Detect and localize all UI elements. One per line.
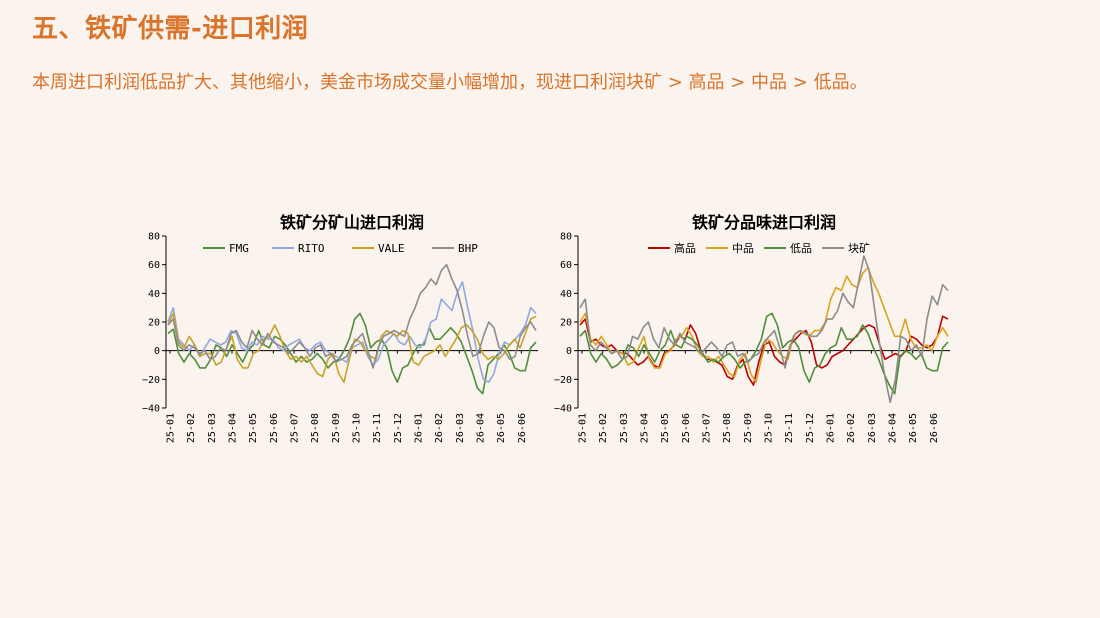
y-tick-label: 80: [560, 232, 572, 243]
x-tick-label: 25-07: [290, 413, 301, 443]
x-tick-label: 25-06: [269, 413, 280, 443]
x-tick-label: 26-06: [929, 413, 940, 443]
series-line-BHP: [167, 263, 537, 369]
series-line-FMG: [167, 312, 537, 395]
x-tick-label: 26-05: [496, 413, 507, 443]
x-tick-label: 25-09: [331, 413, 342, 443]
x-tick-label: 26-03: [867, 413, 878, 443]
y-tick-label: 80: [148, 232, 160, 243]
x-tick-label: 26-04: [888, 413, 899, 443]
legend-item: FMG: [203, 242, 249, 255]
x-tick-label: 25-01: [578, 413, 589, 443]
y-tick-label: 60: [560, 260, 572, 271]
x-tick-label: 25-05: [660, 413, 671, 443]
legend-item: 中品: [706, 242, 754, 255]
legend-label: BHP: [458, 242, 478, 255]
legend-item: 高品: [648, 241, 696, 255]
y-tick-label: −20: [554, 375, 572, 386]
y-tick-label: 20: [560, 318, 572, 329]
x-tick-label: 25-12: [393, 413, 404, 443]
legend-item: BHP: [432, 242, 478, 255]
y-tick-label: 0: [154, 346, 160, 357]
x-tick-label: 25-03: [207, 413, 218, 443]
y-tick-label: 40: [148, 289, 160, 300]
x-tick-label: 25-11: [784, 413, 795, 443]
x-tick-label: 25-09: [743, 413, 754, 443]
x-tick-label: 26-02: [846, 413, 857, 443]
legend-label: 高品: [674, 241, 696, 255]
chart-title: 铁矿分品味进口利润: [692, 213, 836, 232]
y-tick-label: 0: [566, 346, 572, 357]
legend-item: 块矿: [822, 242, 870, 255]
x-tick-label: 26-01: [414, 413, 425, 443]
chart-mine-import-profit: 铁矿分矿山进口利润 FMG RITO VALE BHP −40 −20 0 20 40 60 80 25…: [140, 212, 540, 452]
x-tick-label: 25-07: [702, 413, 713, 443]
legend-label: RITO: [298, 242, 325, 255]
x-tick-label: 26-01: [826, 413, 837, 443]
x-tick-label: 25-04: [228, 413, 239, 443]
chart-title: 铁矿分矿山进口利润: [280, 213, 424, 232]
x-tick-label: 25-01: [166, 413, 177, 443]
series-line-中品: [579, 266, 949, 383]
x-tick-label: 25-06: [681, 413, 692, 443]
x-tick-label: 25-08: [722, 413, 733, 443]
x-tick-label: 25-04: [640, 413, 651, 443]
page-title: 五、铁矿供需-进口利润: [32, 14, 309, 44]
page-subtitle: 本周进口利润低品扩大、其他缩小，美金市场成交量小幅增加，现进口利润块矿 > 高品…: [32, 72, 868, 93]
legend-label: 中品: [732, 242, 754, 255]
legend-item: RITO: [272, 242, 325, 255]
series-line-高品: [579, 315, 949, 386]
x-tick-label: 26-06: [517, 413, 528, 443]
x-tick-label: 25-03: [619, 413, 630, 443]
chart-mine-import-profit-svg: 铁矿分矿山进口利润 FMG RITO VALE BHP −40 −20 0 20 40 60 80 25…: [142, 213, 538, 443]
x-tick-label: 25-11: [372, 413, 383, 443]
x-tick-label: 26-03: [455, 413, 466, 443]
y-tick-label: −20: [142, 375, 160, 386]
series-line-VALE: [167, 312, 537, 383]
x-tick-label: 25-02: [598, 413, 609, 443]
series-line-低品: [579, 312, 949, 395]
x-tick-label: 25-05: [248, 413, 259, 443]
x-tick-label: 25-02: [186, 413, 197, 443]
y-tick-label: −40: [554, 404, 572, 415]
legend-item: 低品: [764, 242, 812, 255]
y-tick-label: 40: [560, 289, 572, 300]
series-line-块矿: [579, 255, 949, 404]
legend-item: VALE: [352, 242, 405, 255]
legend-label: FMG: [229, 242, 249, 255]
x-tick-label: 26-04: [476, 413, 487, 443]
y-tick-label: 60: [148, 260, 160, 271]
legend-label: 低品: [790, 242, 812, 255]
x-tick-label: 25-10: [352, 413, 363, 443]
y-tick-label: −40: [142, 404, 160, 415]
x-tick-label: 26-02: [434, 413, 445, 443]
x-tick-label: 26-05: [908, 413, 919, 443]
chart-grade-import-profit: 铁矿分品味进口利润高品 中品 低品 块矿 −40 −20 0 20 40 60 80 25-01 25-…: [552, 212, 952, 452]
legend-label: VALE: [378, 242, 405, 255]
x-tick-label: 25-08: [310, 413, 321, 443]
legend-label: 块矿: [848, 242, 870, 255]
x-tick-label: 25-10: [764, 413, 775, 443]
x-tick-label: 25-12: [805, 413, 816, 443]
y-tick-label: 20: [148, 318, 160, 329]
